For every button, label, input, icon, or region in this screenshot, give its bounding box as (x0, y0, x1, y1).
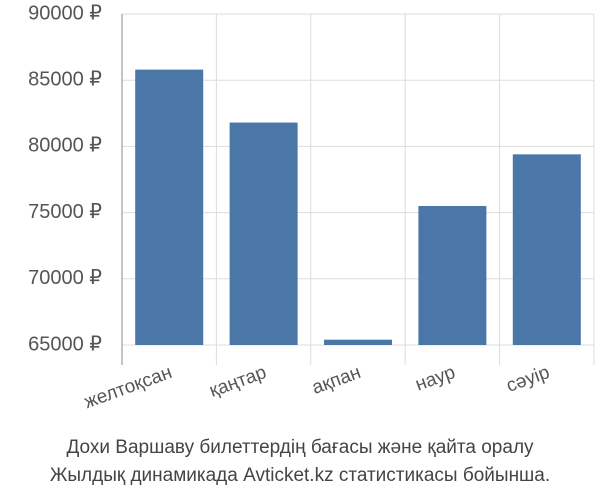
x-tick-label: желтоқсан (82, 362, 175, 413)
bar (135, 69, 204, 345)
y-tick-label: 65000 ₽ (28, 333, 102, 355)
x-tick-label: қаңтар (207, 362, 270, 402)
x-tick-label: сәуір (504, 362, 553, 397)
bar (512, 154, 581, 345)
bar (229, 122, 298, 346)
caption-line: Жылдық динамикада Avticket.kz статистика… (50, 465, 550, 486)
y-tick-label: 85000 ₽ (28, 68, 102, 90)
x-tick-label: наур (413, 362, 458, 396)
caption-line: Дохи Варшаву билеттердің бағасы және қай… (66, 437, 534, 458)
y-tick-label: 75000 ₽ (28, 201, 102, 223)
x-tick-label: ақпан (309, 362, 363, 399)
bar (324, 339, 392, 345)
y-tick-label: 80000 ₽ (28, 135, 102, 157)
y-tick-label: 90000 ₽ (28, 2, 102, 24)
bar (418, 205, 487, 345)
y-tick-label: 70000 ₽ (28, 267, 102, 289)
